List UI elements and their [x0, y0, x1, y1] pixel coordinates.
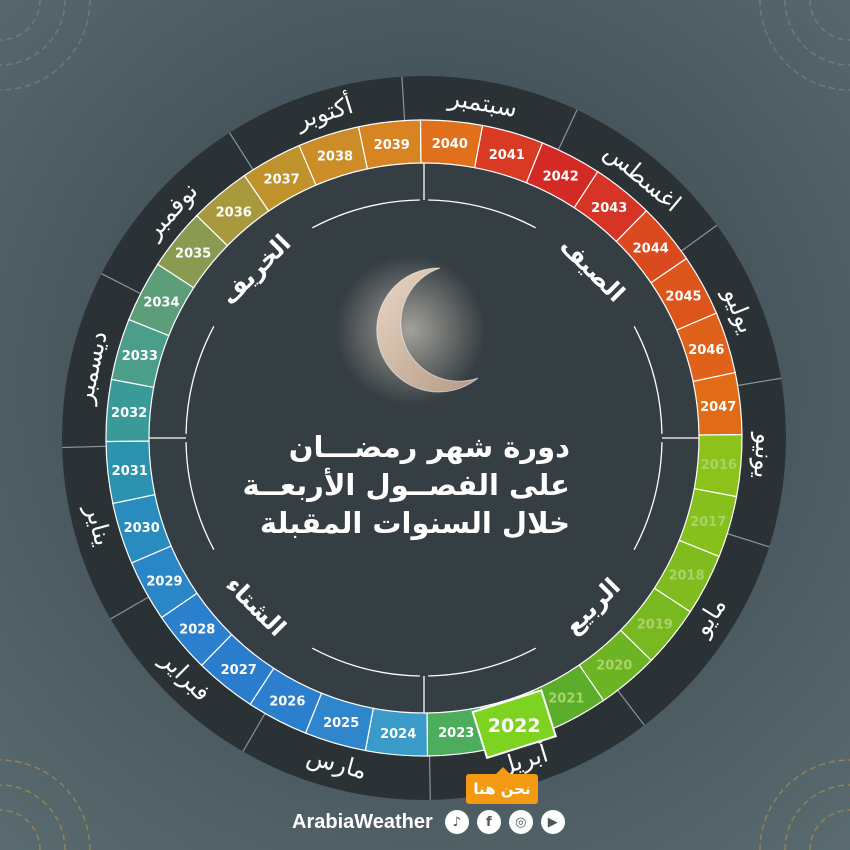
youtube-icon[interactable]: ▶ [540, 810, 565, 834]
year-label: 2017 [690, 515, 726, 530]
tiktok-icon[interactable]: ♪ [444, 810, 469, 834]
year-label: 2036 [216, 205, 252, 220]
ornament-ring [0, 784, 66, 850]
year-label: 2041 [489, 148, 525, 163]
year-label: 2016 [701, 458, 737, 473]
crescent-moon-icon [335, 255, 485, 405]
year-label: 2040 [432, 137, 468, 152]
year-label: 2024 [380, 727, 416, 742]
year-label: 2028 [179, 622, 215, 637]
year-label: 2029 [146, 574, 182, 589]
ornament-ring [809, 809, 850, 850]
month-divider [428, 755, 431, 800]
title-line: دورة شهر رمضـــان [288, 430, 570, 464]
ornament-ring [784, 0, 850, 66]
year-label: 2043 [591, 201, 627, 216]
ornament-ring [759, 759, 850, 850]
year-label: 2025 [323, 716, 359, 731]
year-label: 2019 [637, 617, 673, 632]
current-year-highlight: 2022 [471, 689, 558, 760]
season-arc [633, 442, 663, 551]
current-year-label: 2022 [488, 715, 541, 737]
season-arc [311, 199, 420, 229]
footer: ArabiaWeather ♪ f ◎ ▶ [292, 810, 565, 834]
instagram-icon[interactable]: ◎ [508, 810, 533, 834]
year-label: 2023 [438, 726, 474, 741]
month-divider [617, 689, 645, 726]
ornament-ring [784, 784, 850, 850]
month-divider [101, 273, 141, 295]
ornament-ring [759, 0, 850, 91]
month-divider [680, 224, 718, 252]
year-label: 2047 [700, 400, 736, 415]
year-label: 2031 [112, 464, 148, 479]
year-label: 2026 [269, 695, 305, 710]
season-arc [428, 199, 537, 229]
ornament-ring [0, 0, 91, 91]
season-arc [311, 647, 420, 677]
year-label: 2045 [665, 290, 701, 305]
month-divider [110, 596, 149, 620]
year-label: 2033 [122, 349, 158, 364]
ornament-ring [0, 0, 41, 41]
season-arc [428, 647, 537, 677]
ornament-ring [809, 0, 850, 41]
year-label: 2046 [688, 343, 724, 358]
month-divider [242, 713, 266, 752]
title-line: خلال السنوات المقبلة [259, 506, 570, 540]
year-segment [692, 371, 743, 436]
facebook-icon[interactable]: f [476, 810, 501, 834]
page-title: دورة شهر رمضـــان على الفصــول الأربعــة… [242, 428, 570, 542]
month-divider [557, 109, 578, 151]
year-label: 2035 [175, 247, 211, 262]
year-label: 2021 [548, 692, 584, 707]
month-divider [727, 533, 770, 548]
year-label: 2032 [111, 406, 147, 421]
ornament-ring [0, 0, 66, 66]
month-divider [401, 76, 406, 121]
month-label: يونيو [748, 431, 778, 479]
year-label: 2037 [264, 172, 300, 187]
season-arc [633, 325, 663, 434]
month-divider [228, 132, 254, 171]
year-label: 2020 [596, 659, 632, 674]
year-label: 2042 [543, 169, 579, 184]
ornament-ring [0, 809, 41, 850]
year-label: 2030 [124, 521, 160, 536]
season-arc [185, 442, 215, 551]
year-label: 2039 [374, 138, 410, 153]
inner-disc [149, 163, 699, 713]
season-arc [185, 325, 215, 434]
year-label: 2044 [633, 242, 669, 257]
brand-logo: ArabiaWeather [292, 810, 433, 833]
title-line: على الفصــول الأربعــة [242, 468, 570, 502]
year-label: 2038 [317, 150, 353, 165]
month-divider [737, 377, 782, 387]
month-divider [62, 445, 107, 449]
year-label: 2027 [221, 663, 257, 678]
year-label: 2018 [668, 569, 704, 584]
we-are-here-badge: نحن هنا [466, 767, 538, 804]
ornament-ring [0, 759, 91, 850]
year-label: 2034 [143, 295, 179, 310]
